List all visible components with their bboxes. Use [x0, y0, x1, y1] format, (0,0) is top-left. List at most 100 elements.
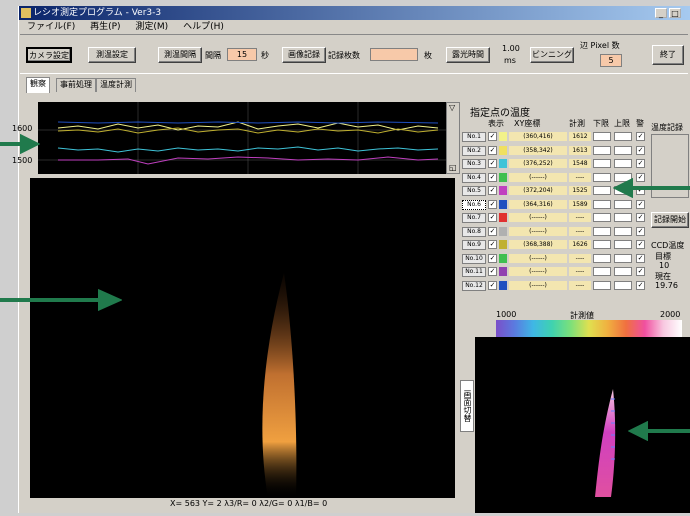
- alarm-checkbox[interactable]: ✓: [636, 145, 645, 155]
- xy-coordinate: (372,204): [509, 186, 567, 195]
- upper-limit-input[interactable]: [614, 213, 632, 222]
- lower-limit-input[interactable]: [593, 253, 611, 263]
- alarm-checkbox[interactable]: ✓: [636, 213, 645, 222]
- point-number-button[interactable]: No.3: [462, 159, 486, 169]
- show-checkbox[interactable]: ✓: [488, 253, 497, 263]
- point-number-button[interactable]: No.9: [462, 240, 486, 250]
- scale-max: 2000: [660, 310, 681, 319]
- point-number-button[interactable]: No.12: [462, 280, 486, 291]
- show-checkbox[interactable]: ✓: [488, 172, 497, 182]
- lower-limit-input[interactable]: [593, 226, 611, 236]
- alarm-checkbox[interactable]: ✓: [636, 267, 645, 276]
- header-lower: 下限: [593, 119, 609, 128]
- graph-scrollbar[interactable]: ▽ ◱: [446, 102, 460, 174]
- alarm-checkbox[interactable]: ✓: [636, 132, 645, 141]
- show-checkbox[interactable]: ✓: [488, 199, 497, 209]
- lower-limit-input[interactable]: [593, 267, 611, 276]
- camera-image-view[interactable]: [30, 178, 455, 498]
- alarm-checkbox[interactable]: ✓: [636, 253, 645, 263]
- upper-limit-input[interactable]: [614, 159, 632, 168]
- exit-button[interactable]: 終了: [652, 45, 684, 65]
- series-line-3: [57, 121, 439, 124]
- exposure-time-button[interactable]: 露光時間: [446, 47, 490, 63]
- color-swatch: [499, 186, 507, 195]
- points-panel-title: 指定点の温度: [470, 108, 530, 119]
- lower-limit-input[interactable]: [593, 280, 611, 290]
- lower-limit-input[interactable]: [593, 186, 611, 195]
- color-swatch: [499, 145, 507, 155]
- tab-temperature[interactable]: 温度計測: [96, 78, 136, 92]
- show-checkbox[interactable]: ✓: [488, 213, 497, 222]
- upper-limit-input[interactable]: [614, 145, 632, 155]
- exposure-value: 1.00: [502, 44, 520, 53]
- show-checkbox[interactable]: ✓: [488, 186, 497, 195]
- alarm-checkbox[interactable]: ✓: [636, 159, 645, 168]
- alarm-checkbox[interactable]: ✓: [636, 199, 645, 209]
- measured-temp: 1613: [569, 145, 591, 155]
- alarm-checkbox[interactable]: ✓: [636, 172, 645, 182]
- point-number-button[interactable]: No.1: [462, 132, 486, 142]
- show-checkbox[interactable]: ✓: [488, 159, 497, 168]
- upper-limit-input[interactable]: [614, 172, 632, 182]
- show-checkbox[interactable]: ✓: [488, 280, 497, 290]
- point-number-button[interactable]: No.4: [462, 172, 486, 183]
- screen-switch-button[interactable]: 画面切替: [460, 380, 474, 432]
- target-value: 10: [659, 261, 670, 270]
- tab-preprocess[interactable]: 事前処理: [56, 78, 96, 92]
- lower-limit-input[interactable]: [593, 199, 611, 209]
- upper-limit-input[interactable]: [614, 267, 632, 276]
- lower-limit-input[interactable]: [593, 213, 611, 222]
- point-number-button[interactable]: No.2: [462, 145, 486, 156]
- menu-help[interactable]: ヘルプ(H): [183, 22, 224, 32]
- thermal-image-view[interactable]: [475, 337, 690, 513]
- scale-min: 1000: [496, 310, 517, 319]
- tab-observe[interactable]: 観察: [26, 77, 50, 93]
- upper-limit-input[interactable]: [614, 253, 632, 263]
- show-checkbox[interactable]: ✓: [488, 145, 497, 155]
- scroll-up-button[interactable]: ▽: [449, 103, 456, 112]
- point-number-button[interactable]: No.5: [462, 186, 486, 196]
- alarm-checkbox[interactable]: ✓: [636, 240, 645, 249]
- show-checkbox[interactable]: ✓: [488, 226, 497, 236]
- camera-settings-button[interactable]: カメラ設定: [26, 47, 72, 63]
- point-number-button[interactable]: No.10: [462, 253, 486, 264]
- pixel-count-input[interactable]: 5: [600, 54, 622, 67]
- lower-limit-input[interactable]: [593, 145, 611, 155]
- xy-coordinate: (358,342): [509, 145, 567, 155]
- show-checkbox[interactable]: ✓: [488, 132, 497, 141]
- lower-limit-input[interactable]: [593, 172, 611, 182]
- minimize-button[interactable]: _: [655, 8, 667, 18]
- interval-input[interactable]: 15: [227, 48, 257, 61]
- interval-button[interactable]: 測温間隔: [158, 47, 202, 63]
- callout-arrow-thermal: [628, 421, 690, 441]
- record-count-input[interactable]: [370, 48, 418, 61]
- menu-file[interactable]: ファイル(F): [27, 22, 76, 32]
- upper-limit-input[interactable]: [614, 199, 632, 209]
- point-number-button[interactable]: No.6: [462, 199, 486, 210]
- menu-measure[interactable]: 測定(M): [135, 22, 169, 32]
- lower-limit-input[interactable]: [593, 159, 611, 168]
- upper-limit-input[interactable]: [614, 280, 632, 290]
- point-number-button[interactable]: No.8: [462, 226, 486, 237]
- upper-limit-input[interactable]: [614, 240, 632, 249]
- image-record-button[interactable]: 画像記録: [282, 47, 326, 63]
- scroll-down-button[interactable]: ◱: [449, 163, 457, 172]
- title-bar: レシオ測定プログラム - Ver3-3 _ □: [19, 6, 690, 20]
- binning-button[interactable]: ビンニング: [530, 47, 574, 63]
- lower-limit-input[interactable]: [593, 240, 611, 249]
- point-number-button[interactable]: No.11: [462, 267, 486, 277]
- menu-play[interactable]: 再生(P): [90, 22, 121, 32]
- upper-limit-input[interactable]: [614, 132, 632, 141]
- lower-limit-input[interactable]: [593, 132, 611, 141]
- measured-temp: 1589: [569, 199, 591, 209]
- alarm-checkbox[interactable]: ✓: [636, 226, 645, 236]
- maximize-button[interactable]: □: [669, 8, 681, 18]
- record-start-button[interactable]: 記録開始: [651, 212, 689, 228]
- show-checkbox[interactable]: ✓: [488, 240, 497, 249]
- measure-setup-button[interactable]: 測温設定: [88, 47, 136, 63]
- point-number-button[interactable]: No.7: [462, 213, 486, 223]
- alarm-checkbox[interactable]: ✓: [636, 280, 645, 290]
- upper-limit-input[interactable]: [614, 226, 632, 236]
- show-checkbox[interactable]: ✓: [488, 267, 497, 276]
- point-row: No.1 ✓ (360,416) 1612 ✓: [462, 132, 650, 142]
